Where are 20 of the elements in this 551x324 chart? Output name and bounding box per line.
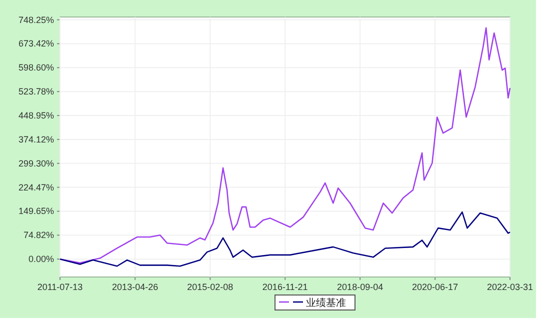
y-tick-label: 374.12% [18,134,54,144]
y-tick-label: 523.78% [18,86,54,97]
y-tick-label: 224.47% [18,182,54,192]
y-tick-label: 748.25% [18,14,54,25]
x-tick-label: 2020-06-17 [412,282,458,292]
legend-label: 业绩基准 [306,297,346,309]
y-tick-label: 598.60% [18,62,54,73]
x-tick-label: 2016-11-21 [262,282,308,292]
y-tick-label: 74.82% [23,230,54,240]
x-tick-label: 2015-02-08 [187,282,234,292]
y-tick-label: 0.00% [28,254,54,264]
x-tick-label: 2013-04-26 [112,282,158,292]
x-tick-label: 2011-07-13 [37,282,83,292]
y-tick-label: 448.95% [18,110,54,121]
x-tick-label: 2022-03-31 [486,282,534,292]
y-tick-label: 673.42% [18,38,54,49]
y-tick-label: 299.30% [18,158,54,168]
line-series [59,211,511,267]
y-tick-label: 149.65% [18,206,54,216]
x-tick-label: 2018-09-04 [337,282,384,292]
